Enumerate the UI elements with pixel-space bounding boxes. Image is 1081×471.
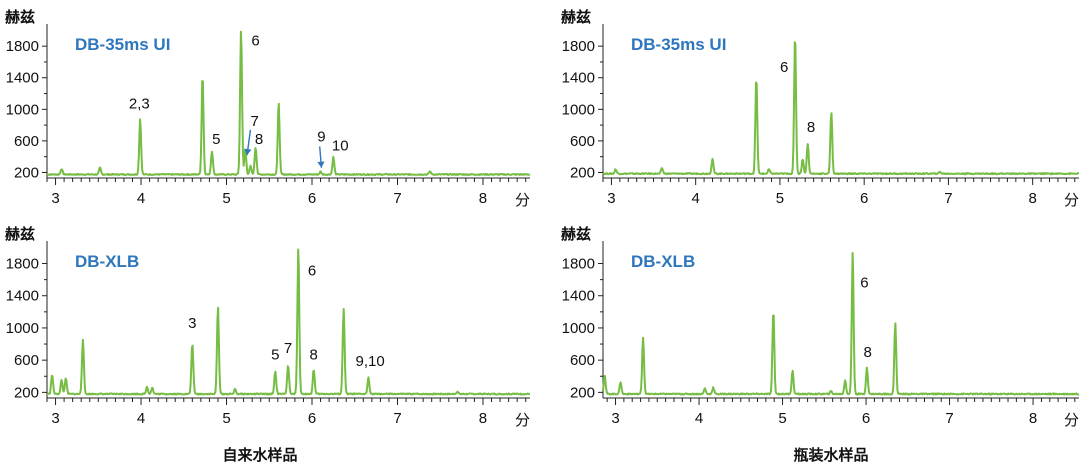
y-tick-label: 1400 bbox=[6, 70, 39, 87]
x-axis-unit: 分 bbox=[1064, 411, 1079, 429]
chart-panel-2: 赫兹 200 600 1000 1400 1800 3 4 5 6 7 8 分 DB-35ms UI 6 8 bbox=[561, 8, 1080, 209]
peak-label: 7 bbox=[284, 340, 292, 357]
x-tick-label: 4 bbox=[692, 190, 700, 207]
peak-label: 8 bbox=[807, 119, 815, 136]
peak-label: 5 bbox=[271, 346, 279, 363]
peak-label: 9 bbox=[317, 129, 325, 146]
y-axis-label: 赫兹 bbox=[5, 8, 35, 26]
y-tick-label: 1000 bbox=[6, 320, 39, 337]
y-tick-label: 200 bbox=[14, 384, 39, 401]
peak-label: 6 bbox=[251, 32, 259, 49]
y-tick-label: 1800 bbox=[6, 38, 39, 55]
y-tick-label: 1800 bbox=[562, 38, 595, 55]
y-tick-label: 600 bbox=[14, 352, 39, 369]
x-axis-unit: 分 bbox=[1064, 191, 1079, 209]
peak-label: 3 bbox=[188, 315, 196, 332]
column-label: DB-XLB bbox=[631, 252, 695, 271]
x-tick-label: 3 bbox=[611, 410, 619, 427]
peak-label: 6 bbox=[780, 59, 788, 76]
y-axis-label: 赫兹 bbox=[5, 225, 35, 243]
peak-label: 6 bbox=[860, 275, 868, 292]
x-axis-unit: 分 bbox=[515, 411, 530, 429]
y-tick-label: 1400 bbox=[562, 288, 595, 305]
peak-label: 6 bbox=[308, 263, 316, 280]
x-tick-label: 4 bbox=[695, 410, 703, 427]
arrow-head bbox=[244, 148, 252, 156]
chart-panel-4: 赫兹 200 600 1000 1400 1800 3 4 5 6 7 8 分 DB-XLB 6 8 bbox=[561, 225, 1080, 429]
peak-label: 10 bbox=[332, 137, 349, 154]
column-label: DB-XLB bbox=[75, 252, 139, 271]
x-tick-label: 8 bbox=[1029, 410, 1037, 427]
x-tick-label: 8 bbox=[479, 410, 487, 427]
x-tick-label: 7 bbox=[945, 410, 953, 427]
peak-label: 8 bbox=[864, 344, 872, 361]
x-tick-label: 5 bbox=[222, 410, 230, 427]
peak-label: 7 bbox=[251, 113, 259, 130]
y-tick-label: 1800 bbox=[6, 256, 39, 273]
y-tick-label: 600 bbox=[570, 133, 595, 150]
chromatogram-trace bbox=[602, 252, 1080, 396]
y-tick-label: 200 bbox=[14, 164, 39, 181]
x-tick-label: 6 bbox=[308, 190, 316, 207]
y-tick-label: 600 bbox=[570, 352, 595, 369]
x-tick-label: 8 bbox=[479, 190, 487, 207]
x-tick-label: 4 bbox=[137, 190, 145, 207]
peak-label: 9,10 bbox=[356, 353, 385, 370]
y-tick-label: 200 bbox=[570, 384, 595, 401]
y-axis-label: 赫兹 bbox=[561, 8, 591, 26]
x-axis-unit: 分 bbox=[515, 191, 530, 209]
x-tick-label: 3 bbox=[51, 190, 59, 207]
chromatogram-trace bbox=[46, 30, 531, 176]
x-tick-label: 4 bbox=[137, 410, 145, 427]
caption-bottled-water: 瓶装水样品 bbox=[793, 446, 869, 464]
x-tick-label: 8 bbox=[1028, 190, 1036, 207]
x-tick-label: 6 bbox=[860, 190, 868, 207]
column-label: DB-35ms UI bbox=[75, 35, 170, 54]
column-label: DB-35ms UI bbox=[631, 35, 726, 54]
y-tick-label: 600 bbox=[14, 133, 39, 150]
peak-label: 5 bbox=[212, 131, 220, 148]
x-tick-label: 7 bbox=[393, 410, 401, 427]
arrow-head bbox=[317, 161, 325, 168]
y-tick-label: 1400 bbox=[562, 70, 595, 87]
y-tick-label: 1400 bbox=[6, 288, 39, 305]
x-tick-label: 5 bbox=[776, 190, 784, 207]
peak-label: 2,3 bbox=[129, 96, 150, 113]
x-tick-label: 5 bbox=[778, 410, 786, 427]
y-tick-label: 200 bbox=[570, 164, 595, 181]
chart-panel-3: 赫兹 200 600 1000 1400 1800 3 4 5 6 7 8 分 DB-XLB 3 5 6 7 8 9,… bbox=[5, 225, 531, 429]
x-tick-label: 3 bbox=[607, 190, 615, 207]
x-tick-label: 6 bbox=[308, 410, 316, 427]
y-axis-label: 赫兹 bbox=[561, 225, 591, 243]
y-tick-label: 1000 bbox=[562, 320, 595, 337]
y-tick-label: 1000 bbox=[562, 101, 595, 118]
caption-tap-water: 自来水样品 bbox=[222, 446, 298, 464]
x-tick-label: 7 bbox=[393, 190, 401, 207]
y-tick-label: 1000 bbox=[6, 101, 39, 118]
x-tick-label: 7 bbox=[944, 190, 952, 207]
peak-label: 8 bbox=[255, 131, 263, 148]
chromatogram-trace bbox=[602, 41, 1080, 176]
x-tick-label: 6 bbox=[862, 410, 870, 427]
x-tick-label: 5 bbox=[222, 190, 230, 207]
y-tick-label: 1800 bbox=[562, 256, 595, 273]
peak-label: 8 bbox=[310, 346, 318, 363]
chromatogram-trace bbox=[46, 248, 531, 396]
x-tick-label: 3 bbox=[51, 410, 59, 427]
